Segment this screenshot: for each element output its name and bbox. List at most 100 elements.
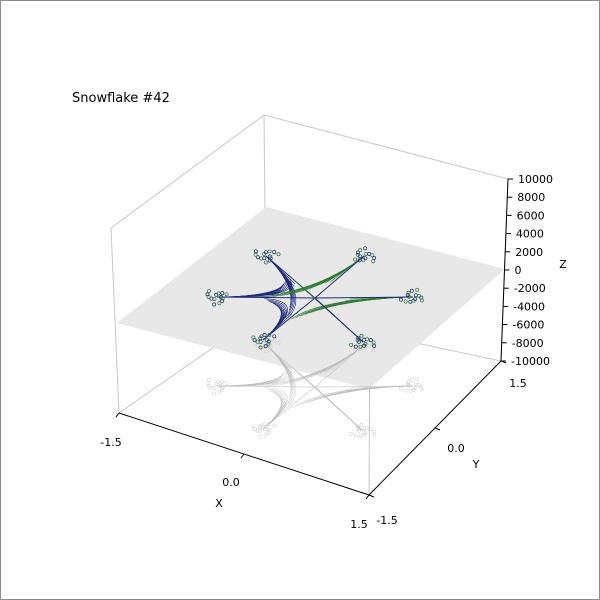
y-tick-label: 1.5: [509, 377, 527, 390]
snowflake-tip-detail: [251, 424, 256, 429]
snowflake-tip-detail: [416, 293, 421, 298]
snowflake-tip-detail: [415, 287, 420, 292]
snowflake-tip-detail: [411, 387, 416, 392]
snowflake-tip-detail: [356, 335, 361, 340]
y-tick: [434, 427, 441, 431]
snowflake-tip-detail: [205, 292, 210, 297]
snowflake-tip-detail: [262, 333, 267, 337]
z-tick-label: 8000: [517, 191, 545, 204]
z-tick-label: 0: [515, 264, 522, 277]
snowflake-tip-detail: [263, 344, 268, 349]
snowflake-tip-detail: [251, 335, 256, 340]
snowflake-tip-detail: [403, 299, 408, 304]
chart-title: Snowflake #42: [72, 91, 170, 106]
snowflake-spoke: [314, 297, 364, 343]
snowflake-tip-detail: [409, 377, 414, 382]
snowflake-tip-detail: [405, 293, 410, 297]
snowflake-tip-detail: [258, 345, 263, 350]
x-tick: [115, 412, 120, 418]
snowflake-tip-detail: [255, 428, 260, 433]
y-tick: [368, 494, 375, 498]
z-tick-label: -4000: [513, 300, 545, 313]
snowflake-spoke: [314, 344, 365, 388]
snowflake-tip-detail: [264, 260, 268, 265]
snowflake-tip-detail: [272, 250, 277, 254]
snowflake-tip-detail: [212, 391, 217, 396]
z-axis-label: Z: [559, 258, 567, 271]
snowflake-tip-detail: [368, 338, 373, 343]
snowflake-tip-detail: [266, 428, 271, 433]
snowflake-tip-detail: [272, 423, 277, 428]
snowflake-tip-detail: [358, 248, 363, 253]
snowflake-tip-detail: [262, 422, 267, 426]
snowflake-tip-detail: [419, 298, 424, 303]
snowflake-tip-detail: [365, 337, 370, 342]
snowflake-tip-detail: [409, 288, 414, 293]
z-tick-label: 4000: [516, 228, 544, 241]
snowflake-tip-detail: [367, 341, 372, 345]
snowflake-tip-detail: [267, 338, 272, 343]
snowflake-tip-detail: [272, 334, 277, 339]
snowflake-tip-detail: [205, 381, 210, 386]
snowflake-spoke: [216, 296, 316, 299]
y-tick-label: -1.5: [376, 514, 397, 527]
z-tick-label: -2000: [514, 282, 546, 295]
frame-top-left: [110, 114, 265, 229]
snowflake-tip-detail: [408, 299, 413, 304]
z-tick-label: -10000: [511, 355, 550, 368]
snowflake-tip-detail: [415, 376, 420, 381]
floor-shadow: [205, 335, 424, 439]
snowflake-tip-detail: [266, 339, 271, 344]
snowflake-tip-detail: [276, 341, 281, 346]
frame-left-vertical: [110, 227, 120, 414]
snowflake-tip-detail: [212, 385, 217, 390]
snowflake-tip-detail: [220, 291, 225, 296]
snowflake-tip-detail: [267, 249, 272, 254]
snowflake-tip-detail: [355, 427, 360, 432]
snowflake-tip-detail: [411, 298, 416, 303]
x-tick-label: 1.5: [350, 518, 368, 531]
snowflake-tip-detail: [259, 256, 264, 261]
snowflake-tip-detail: [362, 343, 366, 348]
snowflake-tip-detail: [224, 292, 229, 297]
snowflake-tip-detail: [405, 382, 410, 386]
x-tick: [365, 494, 370, 500]
snowflake-tip-detail: [258, 434, 263, 439]
snowflake-tip-detail: [359, 422, 364, 427]
z-tick-label: 2000: [515, 246, 543, 259]
snowflake-tip-detail: [413, 382, 418, 387]
snowflake-tip-detail: [372, 432, 377, 437]
snowflake-tip-detail: [371, 429, 376, 434]
snowflake-tip-detail: [358, 344, 363, 349]
snowflake-tip-detail: [258, 428, 263, 433]
snowflake-tip-detail: [220, 380, 225, 385]
snowflake-tip-detail: [224, 381, 229, 386]
snowflake-tip-detail: [255, 255, 260, 260]
snowflake-tip-detail: [406, 290, 411, 295]
snowflake-spoke: [314, 255, 365, 299]
snowflake-tip-detail: [362, 426, 367, 431]
snowflake-tip-detail: [207, 288, 212, 293]
snowflake-tip-detail: [363, 246, 368, 251]
z-tick-label: 6000: [517, 209, 545, 222]
snowflake-tip-detail: [276, 252, 281, 257]
z-tick-label: -6000: [512, 319, 544, 332]
snowflake-tip-detail: [357, 347, 362, 352]
snowflake-tip-detail: [359, 333, 364, 338]
snowflake-tip-detail: [255, 339, 260, 344]
x-tick-label: 0.0: [222, 476, 240, 489]
snowflake-tip-detail: [355, 338, 360, 343]
snowflake-tip-detail: [212, 302, 217, 307]
snowflake-tip-detail: [398, 297, 403, 302]
snowflake-tip-detail: [220, 385, 225, 390]
snowflake-tip-detail: [217, 390, 222, 395]
snowflake-tip-detail: [259, 334, 264, 339]
snowflake-tip-detail: [416, 382, 421, 387]
snowflake-tip-detail: [356, 341, 361, 346]
snowflake-curves: [205, 246, 424, 350]
snowflake-tip-detail: [356, 424, 361, 429]
snowflake-tip-detail: [398, 386, 403, 391]
snowflake-tip-detail: [368, 427, 373, 432]
